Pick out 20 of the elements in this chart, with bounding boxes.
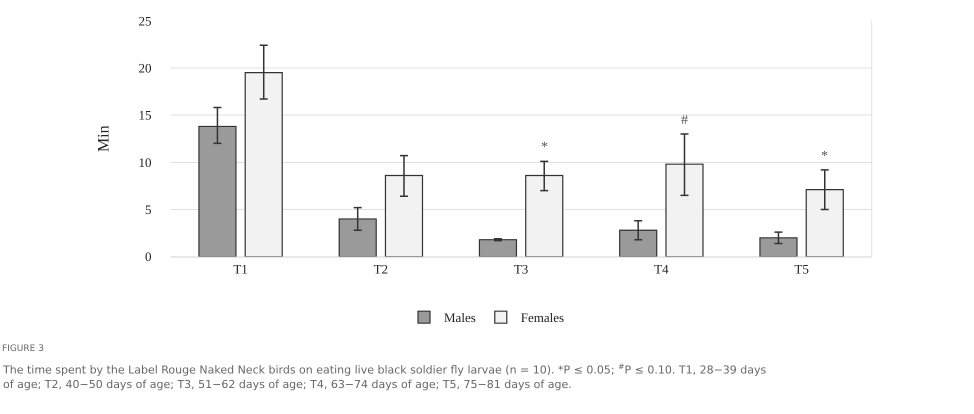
legend-label: Females [520,310,564,326]
annotation: * [821,149,828,164]
x-tick-label: T2 [374,261,388,276]
y-tick-label: 10 [138,154,152,170]
caption: FIGURE 3 [2,344,44,354]
annotation: * [541,140,548,155]
x-tick-label: T4 [654,261,670,276]
bar [478,239,518,257]
text: The time spent by the Label Rouge Naked Neck birds on eating live black soldier fly larvae (n = 10). *P ≤ 0.05; $^{#}$P ≤ 0.10. T1, 28−39 days of age; T2, 40−50 days of age; T3, 51−62 days of age; T4, 63−74 days of age; T5, 75−81 days of age. [3,362,766,391]
y-tick-label: 15 [138,108,152,123]
annotation: # [681,113,688,128]
x-tick-label: T5 [794,261,809,276]
legend-label: Males [444,310,476,326]
x-tick-label: T1 [233,261,248,276]
y-tick-label: 20 [138,60,152,76]
x-tick-label: T3 [514,261,528,276]
y-tick-label: 25 [138,13,152,28]
y-tick-label: 0 [144,249,152,264]
y-tick-label: 5 [144,202,152,218]
y-axis-title: Min [95,125,112,152]
